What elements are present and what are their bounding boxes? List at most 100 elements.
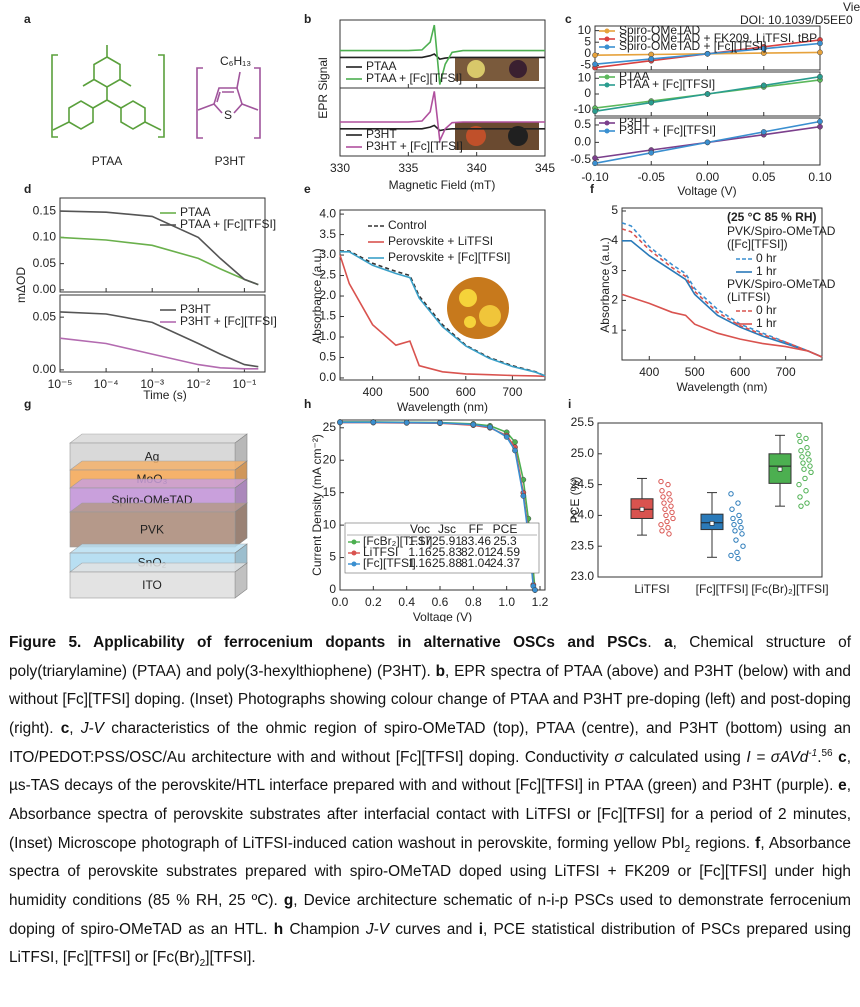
data-point <box>660 494 666 500</box>
series-line <box>340 124 545 132</box>
data-point <box>735 500 741 506</box>
y-tick-label: -0.5 <box>570 152 591 166</box>
panel-ref: e <box>838 777 847 795</box>
y-tick-label: 10 <box>323 517 337 531</box>
y-tick-label: 0.0 <box>319 370 336 384</box>
plot-frame <box>59 197 266 293</box>
data-point <box>370 419 377 426</box>
y-tick-label: 5 <box>584 34 591 48</box>
caption-text: calculated using <box>623 748 747 766</box>
data-point <box>403 419 410 426</box>
y-tick-label: 0 <box>584 86 591 100</box>
data-point <box>803 435 809 442</box>
layer <box>69 511 236 548</box>
table-header: Jsc <box>438 522 456 536</box>
y-tick-label: 25.0 <box>571 446 595 460</box>
x-tick-label: 0.2 <box>365 595 382 609</box>
x-tick-label: 700 <box>776 365 796 379</box>
data-point <box>592 160 598 167</box>
legend-label: P3HT + [Fc][TFSI] <box>366 139 463 153</box>
legend-label: Perovskite + [Fc][TFSI] <box>388 250 510 264</box>
y-tick-label: 0.05 <box>33 256 57 270</box>
data-point <box>704 139 711 146</box>
x-tick-label: 500 <box>409 385 429 399</box>
data-point <box>668 503 674 509</box>
data-point <box>736 512 742 519</box>
data-point <box>669 509 675 516</box>
annotation: PVK/Spiro-OMeTAD <box>727 277 836 291</box>
panel-ref: b <box>435 662 446 680</box>
data-point <box>503 434 510 440</box>
x-tick-label: 0.05 <box>752 170 776 184</box>
legend-label: 1 hr <box>756 264 777 278</box>
legend-label: Spiro-OMeTAD + FK209, LiTFSI, tBP <box>619 31 817 45</box>
micrograph-grain <box>459 289 477 307</box>
data-point <box>663 512 669 519</box>
y-tick-label: 3 <box>611 263 618 277</box>
axis-label: Wavelength (nm) <box>677 380 768 394</box>
x-tick-label: 10⁻¹ <box>233 377 257 391</box>
x-tick-label: 340 <box>467 161 487 175</box>
x-tick-label: [Fc(Br)₂][TFSI] <box>751 582 828 596</box>
x-tick-label: [Fc][TFSI] <box>696 582 749 596</box>
layer-top <box>69 433 248 444</box>
data-point <box>807 463 813 469</box>
y-tick-label: 1 <box>611 322 618 336</box>
table-header: FF <box>469 522 484 536</box>
y-tick-label: 0 <box>329 582 336 596</box>
y-tick-label: 1.0 <box>319 329 336 343</box>
layer-top <box>69 562 248 573</box>
table-cell: 81.04 <box>461 556 491 570</box>
y-tick-label: 24.5 <box>571 477 595 491</box>
data-point <box>337 419 343 426</box>
x-tick-label: 0.00 <box>696 170 720 184</box>
data-point <box>799 454 805 460</box>
data-point <box>817 49 823 56</box>
x-tick-label: 0.6 <box>432 595 449 609</box>
p3ht-structure <box>196 67 261 139</box>
data-point <box>803 488 809 494</box>
data-point <box>470 421 477 428</box>
x-tick-label: -0.05 <box>638 170 666 184</box>
table-cell: 82.01 <box>461 545 491 559</box>
y-tick-label: 0.00 <box>33 282 57 296</box>
y-tick-label: 5 <box>611 203 618 217</box>
series-line <box>621 293 823 358</box>
data-point <box>737 518 743 525</box>
data-point <box>592 52 598 59</box>
x-tick-label: 10⁻² <box>186 377 210 391</box>
annotation: ([Fc][TFSI]) <box>727 237 788 251</box>
table-row-label: [Fc][TFSI] <box>363 556 416 570</box>
table-box <box>344 522 540 574</box>
data-point <box>801 466 807 472</box>
caption-italic: I = σAVd <box>746 748 809 766</box>
y-tick-label: 23.0 <box>571 569 595 583</box>
legend-label: PTAA + [Fc][TFSI] <box>366 71 462 85</box>
data-point <box>648 56 655 62</box>
x-tick-label: 400 <box>639 365 659 379</box>
panel-label: h <box>304 397 311 411</box>
data-point <box>659 488 665 494</box>
data-point <box>739 531 745 537</box>
legend-marker <box>604 82 610 88</box>
table-cell: 1.17 <box>408 534 432 548</box>
caption-text: ][TFSI]. <box>205 949 256 967</box>
panel-ref: c <box>838 748 847 766</box>
panel-label: b <box>304 12 311 26</box>
y-tick-label: 2 <box>611 293 618 307</box>
mean <box>709 521 715 526</box>
series-line <box>622 240 823 358</box>
figure: View Article DOI: 10.1039/D5EE0 S aPTAAP… <box>14 0 860 622</box>
data-point <box>666 491 672 497</box>
data-point <box>817 73 823 80</box>
panel-label: e <box>304 182 311 196</box>
data-point <box>670 515 676 522</box>
legend-label: PTAA + [Fc][TFSI] <box>619 77 715 91</box>
plot-frame <box>339 209 546 381</box>
panel-label: i <box>568 397 571 411</box>
polymer-name: PTAA <box>92 154 122 168</box>
data-point <box>806 457 812 463</box>
axis-label: Time (s) <box>143 388 187 402</box>
series-line <box>340 250 546 377</box>
ptaa-structure <box>51 45 165 138</box>
